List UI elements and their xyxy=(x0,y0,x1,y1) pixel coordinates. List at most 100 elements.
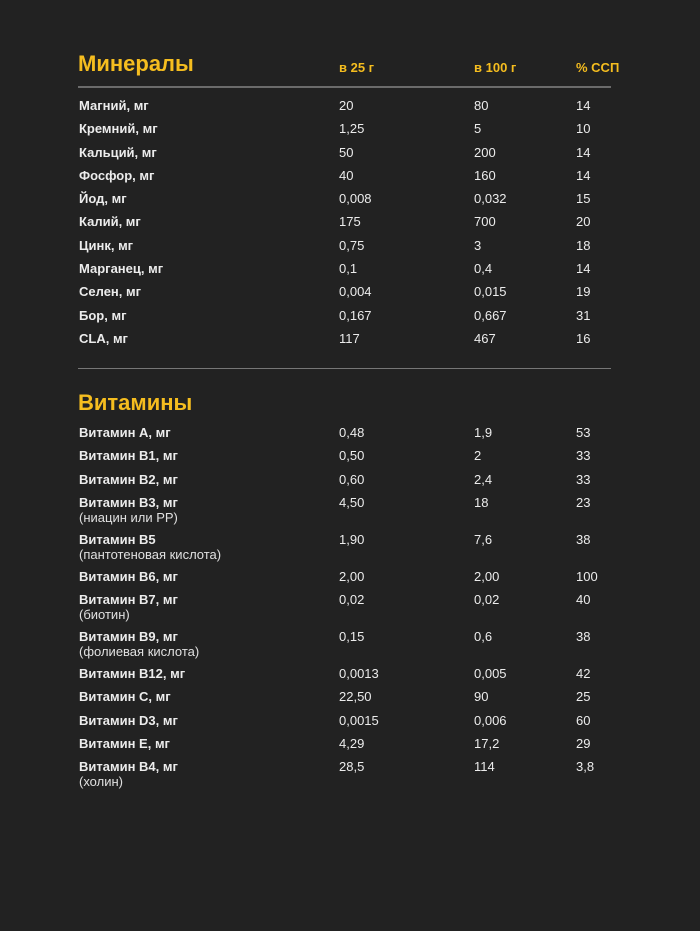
value-per25: 0,0013 xyxy=(339,666,379,682)
table-row: Витамин B7, мг 0,02 0,02 40 (биотин) xyxy=(79,592,639,629)
table-row: Фосфор, мг 40 160 14 xyxy=(79,168,639,191)
table-row: Цинк, мг 0,75 3 18 xyxy=(79,238,639,261)
value-per25: 0,15 xyxy=(339,629,365,645)
nutrient-name: Кремний, мг xyxy=(79,121,158,137)
value-per25: 1,25 xyxy=(339,121,365,137)
table-row: Витамин B6, мг 2,00 2,00 100 xyxy=(79,569,639,592)
value-rdi: 15 xyxy=(576,191,591,207)
value-per25: 50 xyxy=(339,144,354,160)
value-per25: 0,50 xyxy=(339,448,365,464)
nutrient-name: Витамин A, мг xyxy=(79,425,171,440)
value-rdi: 14 xyxy=(576,98,591,113)
nutrient-name: Витамин B9, мг xyxy=(79,629,178,645)
nutrient-name: Фосфор, мг xyxy=(79,167,155,183)
nutrient-name: Витамин B1, мг xyxy=(79,448,178,464)
value-rdi: 19 xyxy=(576,284,591,300)
value-per100: 0,032 xyxy=(474,191,507,207)
value-rdi: 40 xyxy=(576,592,591,608)
value-per100: 0,005 xyxy=(474,666,507,682)
vitamins-table: Витамин A, мг 0,48 1,9 53 Витамин B1, мг 0,50… xyxy=(79,425,639,796)
nutrient-name: Витамин B7, мг xyxy=(79,592,178,608)
value-per100: 160 xyxy=(474,167,496,183)
value-per25: 0,0015 xyxy=(339,712,379,728)
value-per25: 4,29 xyxy=(339,736,365,752)
table-row: Витамин B5 1,90 7,6 38 (пантотеновая кислота… xyxy=(79,532,639,569)
value-per100: 0,02 xyxy=(474,592,500,608)
table-row: Витамин B12, мг 0,0013 0,005 42 xyxy=(79,666,639,689)
value-per100: 467 xyxy=(474,330,496,346)
table-row: Витамин A, мг 0,48 1,9 53 xyxy=(79,425,639,448)
value-per100: 1,9 xyxy=(474,425,493,440)
table-row: Витамин E, мг 4,29 17,2 29 xyxy=(79,736,639,759)
table-row: Бор, мг 0,167 0,667 31 xyxy=(79,308,639,331)
value-per25: 0,1 xyxy=(339,261,358,277)
nutrient-name: Магний, мг xyxy=(79,98,149,113)
value-rdi: 53 xyxy=(576,425,591,440)
nutrient-name: Витамин B3, мг xyxy=(79,494,178,510)
value-per100: 5 xyxy=(474,121,482,137)
value-per100: 7,6 xyxy=(474,531,493,547)
nutrient-name: Бор, мг xyxy=(79,307,127,323)
table-row: Марганец, мг 0,1 0,4 14 xyxy=(79,261,639,284)
value-rdi: 60 xyxy=(576,712,591,728)
table-row: Йод, мг 0,008 0,032 15 xyxy=(79,191,639,214)
value-per100: 2 xyxy=(474,448,482,464)
value-per25: 0,75 xyxy=(339,237,365,253)
nutrient-name: Витамин B2, мг xyxy=(79,471,178,487)
nutrient-name: Селен, мг xyxy=(79,284,142,300)
value-per25: 0,48 xyxy=(339,425,365,440)
divider xyxy=(78,86,611,88)
value-per100: 3 xyxy=(474,237,482,253)
value-per25: 0,167 xyxy=(339,307,372,323)
value-rdi: 14 xyxy=(576,167,591,183)
value-rdi: 38 xyxy=(576,629,591,645)
value-per100: 0,015 xyxy=(474,284,507,300)
value-per25: 117 xyxy=(339,330,360,346)
value-per100: 114 xyxy=(474,759,495,775)
value-rdi: 18 xyxy=(576,237,591,253)
nutrient-name: Кальций, мг xyxy=(79,144,157,160)
minerals-table: Магний, мг 20 80 14 Кремний, мг 1,25 5 10 Кальци… xyxy=(79,98,639,354)
value-rdi: 23 xyxy=(576,494,591,510)
value-rdi: 25 xyxy=(576,689,591,705)
table-row: Витамин B4, мг 28,5 114 3,8 (холин) xyxy=(79,759,639,796)
table-row: Кальций, мг 50 200 14 xyxy=(79,145,639,168)
value-per25: 175 xyxy=(339,214,361,230)
value-rdi: 33 xyxy=(576,471,591,487)
nutrient-name: Витамин B6, мг xyxy=(79,568,178,584)
value-per25: 4,50 xyxy=(339,494,365,510)
value-rdi: 31 xyxy=(576,307,591,323)
value-rdi: 29 xyxy=(576,736,591,752)
nutrient-note: (холин) xyxy=(79,774,123,790)
value-per25: 40 xyxy=(339,167,354,183)
table-row: Витамин B2, мг 0,60 2,4 33 xyxy=(79,472,639,495)
value-rdi: 38 xyxy=(576,531,591,547)
nutrient-name: Витамин D3, мг xyxy=(79,712,178,728)
value-rdi: 20 xyxy=(576,214,591,230)
nutrient-name: Витамин B5 xyxy=(79,531,156,547)
table-row: Витамин B1, мг 0,50 2 33 xyxy=(79,448,639,471)
value-rdi: 3,8 xyxy=(576,759,595,775)
value-per25: 20 xyxy=(339,98,354,113)
table-row: Витамин B3, мг 4,50 18 23 (ниацин или PP) xyxy=(79,495,639,532)
value-per100: 18 xyxy=(474,494,489,510)
table-row: Селен, мг 0,004 0,015 19 xyxy=(79,284,639,307)
table-row: Кремний, мг 1,25 5 10 xyxy=(79,121,639,144)
value-per25: 2,00 xyxy=(339,568,365,584)
nutrient-note: (биотин) xyxy=(79,607,130,623)
value-per25: 1,90 xyxy=(339,531,365,547)
value-per100: 0,4 xyxy=(474,261,493,277)
table-row: Калий, мг 175 700 20 xyxy=(79,214,639,237)
value-rdi: 14 xyxy=(576,261,591,277)
value-per100: 200 xyxy=(474,144,496,160)
nutrient-note: (пантотеновая кислота) xyxy=(79,546,222,562)
nutrient-name: Витамин B12, мг xyxy=(79,666,186,682)
value-rdi: 10 xyxy=(576,121,591,137)
value-per100: 2,00 xyxy=(474,568,500,584)
column-header-rdi: % ССП xyxy=(576,60,620,75)
table-row: Витамин B9, мг 0,15 0,6 38 (фолиевая кислота… xyxy=(79,629,639,666)
nutrient-name: Калий, мг xyxy=(79,214,141,230)
nutrient-name: Марганец, мг xyxy=(79,261,164,277)
value-rdi: 42 xyxy=(576,666,591,682)
nutrient-note: (ниацин или PP) xyxy=(79,509,178,525)
